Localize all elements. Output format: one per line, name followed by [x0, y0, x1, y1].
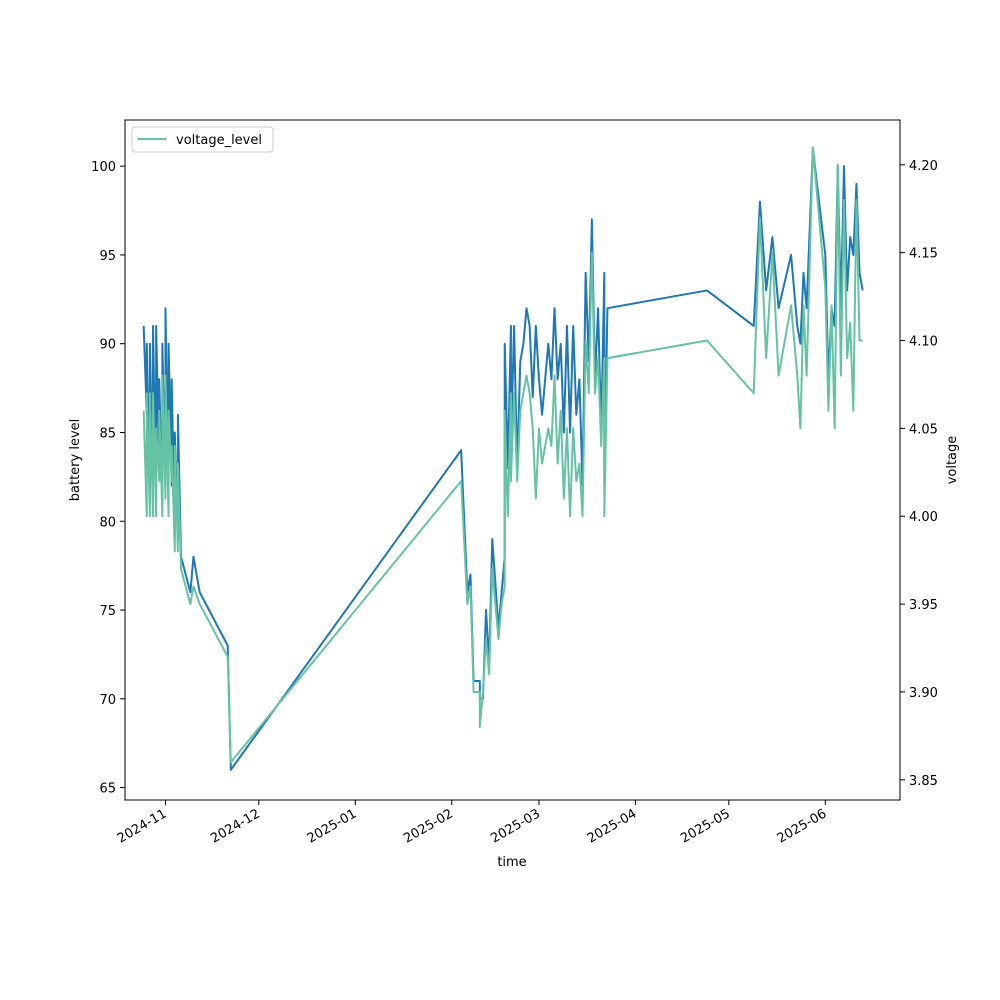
- right-tick-label: 4.15: [909, 247, 938, 262]
- right-tick-label: 4.05: [909, 422, 938, 437]
- left-axis-ticks: 65 70 75 80 85 90 95 100: [91, 160, 125, 797]
- battery-series-line: [142, 147, 864, 771]
- right-tick-label: 4.20: [909, 159, 938, 174]
- right-tick-label: 3.90: [909, 686, 938, 701]
- legend-box: [131, 126, 274, 153]
- left-tick-label: 75: [99, 604, 116, 619]
- left-tick-label: 100: [91, 160, 116, 175]
- left-tick-label: 70: [99, 693, 116, 708]
- left-tick-label: 65: [99, 782, 116, 797]
- right-tick-label: 4.00: [909, 510, 938, 525]
- legend: voltage_level: [131, 126, 274, 153]
- plot-frame: [124, 119, 901, 801]
- left-tick-label: 90: [99, 338, 116, 353]
- series-group: [142, 146, 864, 771]
- x-axis-title: time: [497, 855, 526, 870]
- left-tick-label: 95: [99, 249, 116, 264]
- left-axis-title: battery level: [68, 419, 83, 502]
- right-axis-title: voltage: [945, 436, 960, 485]
- left-tick-label: 85: [99, 426, 116, 441]
- voltage-series-line: [142, 146, 863, 764]
- legend-label-voltage: voltage_level: [176, 133, 262, 148]
- right-tick-label: 3.95: [909, 598, 938, 613]
- right-tick-label: 4.10: [909, 335, 938, 350]
- right-axis-ticks: 3.85 3.90 3.95 4.00 4.05 4.10 4.15 4.20: [900, 159, 938, 789]
- left-tick-label: 80: [99, 515, 116, 530]
- right-tick-label: 3.85: [909, 774, 938, 789]
